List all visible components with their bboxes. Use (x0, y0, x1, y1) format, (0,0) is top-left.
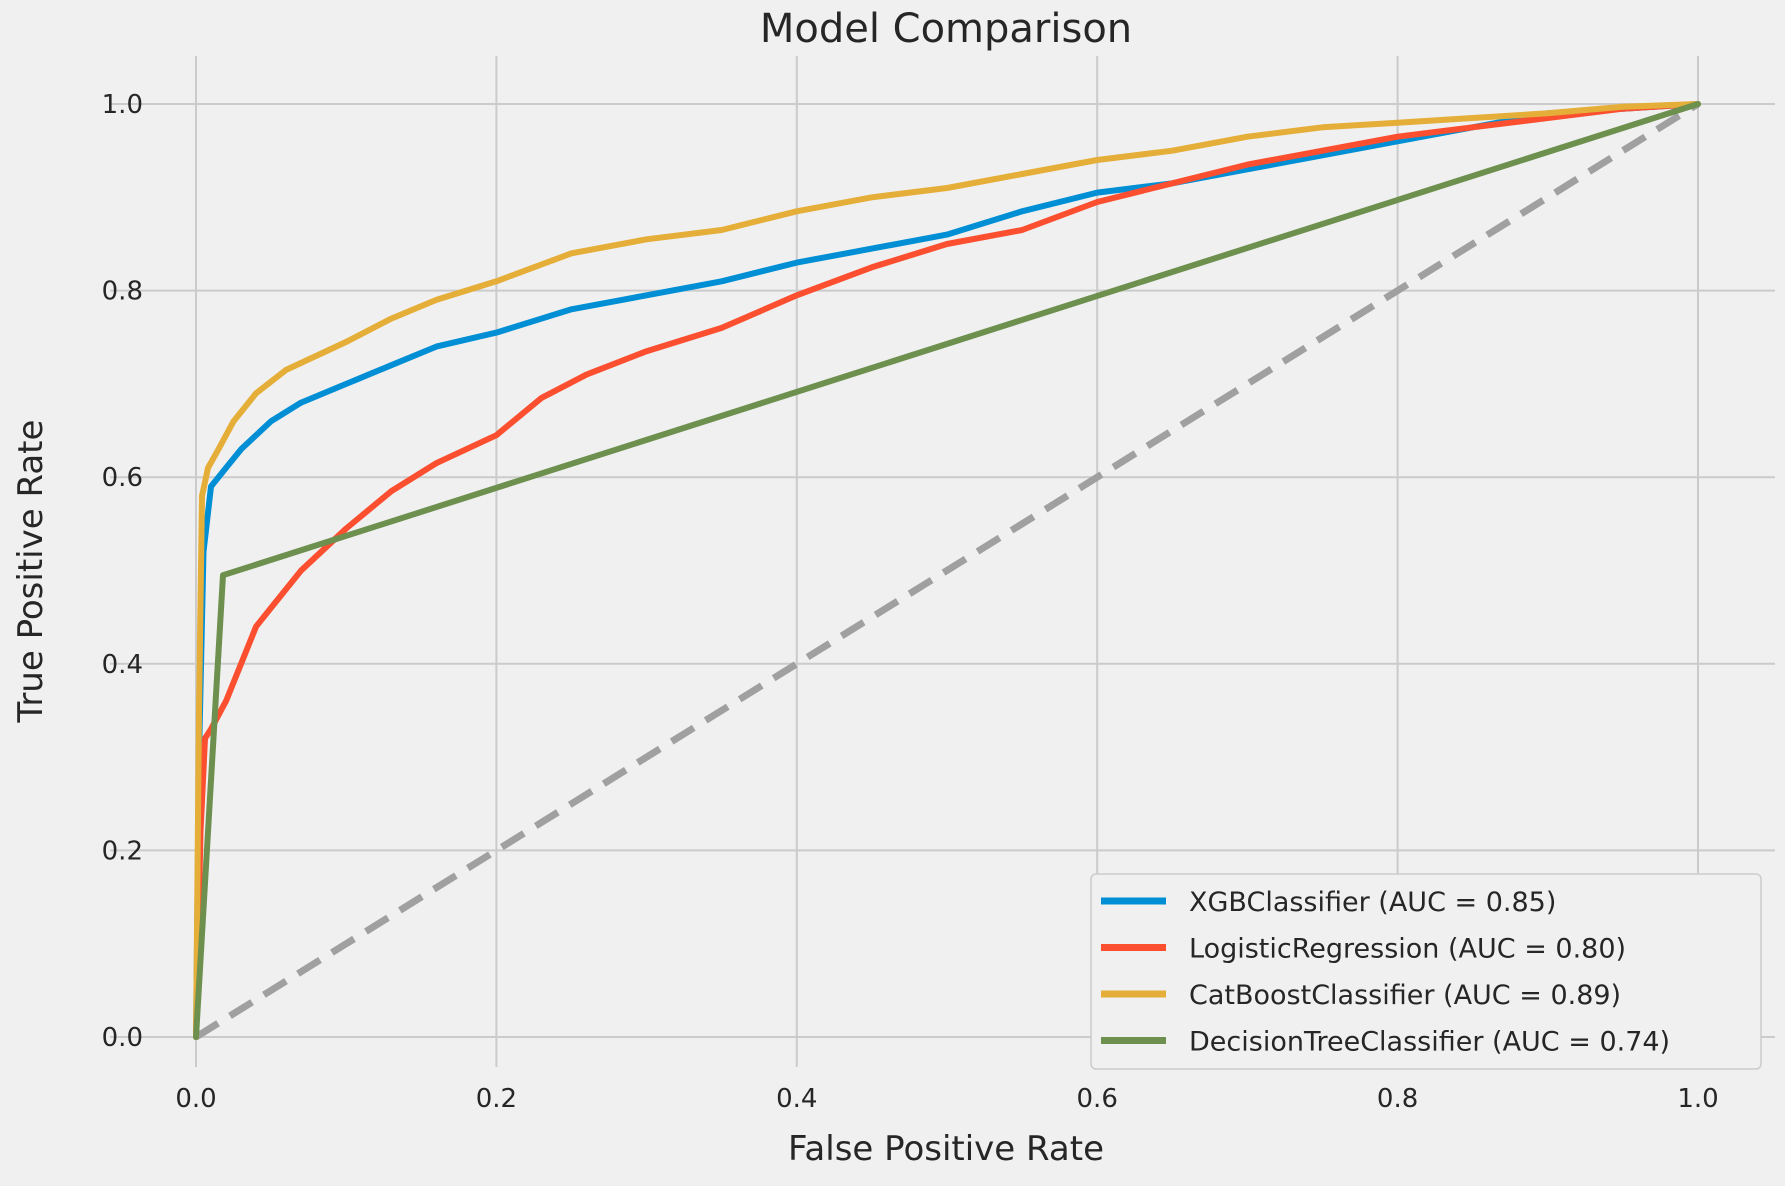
y-tick-label: 1.0 (102, 90, 143, 120)
y-tick-label: 0.6 (102, 463, 143, 493)
legend-label: LogisticRegression (AUC = 0.80) (1189, 934, 1626, 965)
legend-box (1090, 873, 1762, 1070)
reference-line (194, 101, 1700, 1040)
legend-label: XGBClassifier (AUC = 0.85) (1189, 887, 1556, 918)
series-lines (193, 101, 1701, 1040)
legend-label: DecisionTreeClassifier (AUC = 0.74) (1189, 1027, 1670, 1058)
series-line-1 (193, 101, 1701, 1040)
legend: XGBClassifier (AUC = 0.85) LogisticRegres… (1090, 873, 1762, 1070)
x-tick-label: 0.2 (476, 1084, 517, 1114)
y-tick-labels: 0.0 0.2 0.4 0.6 0.8 1.0 (102, 90, 143, 1053)
x-tick-label: 0.0 (175, 1084, 216, 1114)
x-tick-label: 1.0 (1677, 1084, 1718, 1114)
legend-label: CatBoostClassifier (AUC = 0.89) (1189, 980, 1621, 1011)
x-axis-label: False Positive Rate (788, 1129, 1104, 1169)
x-tick-label: 0.8 (1377, 1084, 1418, 1114)
y-tick-label: 0.4 (102, 650, 143, 680)
y-tick-label: 0.2 (102, 836, 143, 866)
series-line-3 (193, 101, 1701, 1040)
series-line-2 (193, 101, 1701, 1040)
x-tick-label: 0.6 (1077, 1084, 1118, 1114)
y-axis-label: True Positive Rate (11, 420, 51, 724)
chart-title: Model Comparison (760, 6, 1132, 52)
x-tick-label: 0.4 (776, 1084, 817, 1114)
y-tick-label: 0.0 (102, 1023, 143, 1053)
reference-diagonal (194, 101, 1700, 1040)
y-tick-label: 0.8 (102, 277, 143, 307)
x-tick-labels: 0.0 0.2 0.4 0.6 0.8 1.0 (175, 1084, 1718, 1114)
series-line-4 (193, 101, 1701, 1040)
